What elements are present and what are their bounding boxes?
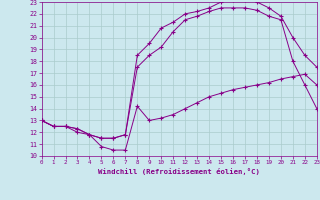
X-axis label: Windchill (Refroidissement éolien,°C): Windchill (Refroidissement éolien,°C) — [98, 168, 260, 175]
